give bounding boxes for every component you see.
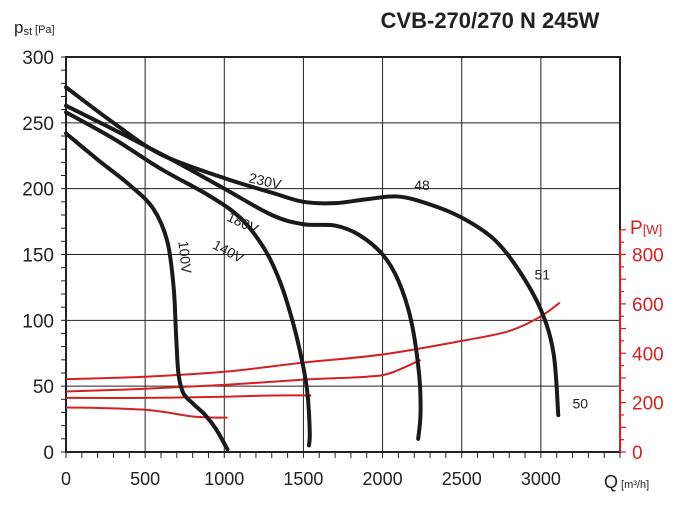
y-tick-label: 250 [22,114,54,135]
y-tick-label: 100 [22,311,54,332]
y2-tick-label: 400 [632,344,664,365]
y2-axis-label: P[W] [630,218,662,239]
power-curve-180V [65,358,421,393]
x-tick-label: 0 [61,469,71,489]
curve-label: 50 [573,396,589,412]
curve-label: 180V [225,208,262,237]
curve-label: 100V [175,240,194,275]
curve-label: 140V [210,236,247,266]
curve-label: 230V [247,169,283,192]
chart-title: CVB-270/270 N 245W [381,8,600,33]
y-tick-label: 150 [22,246,54,267]
x-tick-label: 500 [130,469,160,489]
curve-label: 48 [414,177,430,193]
y-tick-label: 50 [33,377,54,398]
y-tick-label: 300 [22,48,54,69]
x-tick-label: 1000 [204,469,244,489]
curve-label: 51 [535,267,551,283]
x-tick-label: 1500 [283,469,323,489]
pressure-curve-100V [64,131,230,452]
power-curve-140V [65,394,312,400]
y-axis-label: pst [Pa] [14,18,55,38]
x-tick-label: 2000 [363,469,403,489]
y2-tick-label: 600 [632,295,664,316]
x-tick-label: 3000 [521,469,561,489]
y2-tick-label: 800 [632,246,664,267]
power-curve-100V [65,406,228,419]
pressure-curve-230V [64,85,561,418]
x-axis-label: Q [m³/h] [604,472,649,492]
x-tick-label: 2500 [442,469,482,489]
y-tick-label: 200 [22,180,54,201]
y2-tick-label: 0 [632,443,643,464]
y2-tick-label: 200 [632,394,664,415]
pressure-curve-140V [64,110,312,448]
y-tick-label: 0 [43,443,54,464]
power-curve-230V [65,301,561,381]
pressure-curve-180V [64,103,423,441]
